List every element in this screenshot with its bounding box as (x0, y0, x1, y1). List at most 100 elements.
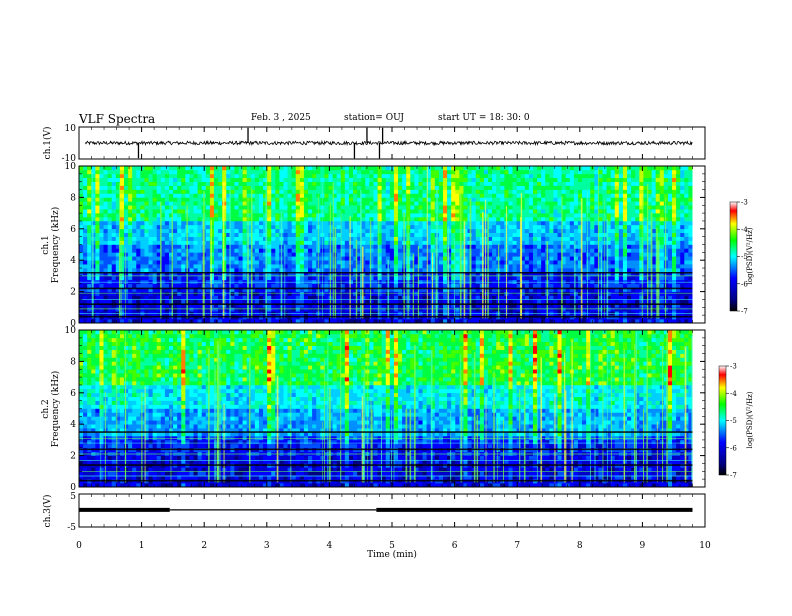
spectrogram-cell (112, 241, 116, 245)
spectrogram-cell (345, 201, 349, 205)
spectrogram-cell (104, 248, 108, 252)
spectrogram-cell (157, 197, 161, 201)
spectrogram-cell (635, 284, 639, 288)
spectrogram-cell (615, 229, 619, 233)
spectrogram-cell (631, 213, 635, 217)
spectrogram-cell (688, 201, 692, 205)
spectrogram-cell (529, 233, 533, 237)
spectrogram-cell (95, 221, 99, 225)
spectrogram-cell (455, 213, 459, 217)
spectrogram-cell (95, 217, 99, 221)
spectrogram-cell (283, 299, 287, 303)
spectrogram-cell (500, 284, 504, 288)
spectrogram-cell (635, 276, 639, 280)
spectrogram-cell (619, 213, 623, 217)
spectrogram-cell (189, 205, 193, 209)
spectrogram-cell (108, 233, 112, 237)
spectrogram-cell (553, 276, 557, 280)
spectrogram-cell (639, 299, 643, 303)
spectrogram-cell (271, 225, 275, 229)
spectrogram-cell (590, 276, 594, 280)
spectrogram-cell (124, 197, 128, 201)
spectrogram-cell (598, 264, 602, 268)
spectrogram-cell (451, 245, 455, 249)
spectrogram-cell (410, 299, 414, 303)
spectrogram-cell (688, 197, 692, 201)
spectrogram-cell (79, 276, 83, 280)
spectrogram-cell (423, 284, 427, 288)
spectrogram-cell (623, 237, 627, 241)
spectrogram-cell (324, 221, 328, 225)
spectrogram-cell (144, 201, 148, 205)
spectrogram-cell (529, 252, 533, 256)
spectrogram-cell (369, 233, 373, 237)
spectrogram-cell (345, 264, 349, 268)
spectrogram-cell (607, 205, 611, 209)
spectrogram-cell (570, 221, 574, 225)
spectrogram-cell (508, 233, 512, 237)
spectrogram-cell (194, 307, 198, 311)
spectrogram-cell (684, 292, 688, 296)
spectrogram-cell (513, 284, 517, 288)
spectrogram-cell (607, 193, 611, 197)
spectrogram-cell (218, 229, 222, 233)
spectrogram-cell (410, 307, 414, 311)
spectrogram-cell (545, 221, 549, 225)
spectrogram-cell (439, 260, 443, 264)
spectrogram-cell (688, 248, 692, 252)
spectrogram-cell (312, 248, 316, 252)
spectrogram-cell (382, 237, 386, 241)
spectrogram-cell (345, 221, 349, 225)
spectrogram-cell (394, 307, 398, 311)
spectrogram-cell (574, 201, 578, 205)
spectrogram-cell (676, 229, 680, 233)
spectrogram-cell (243, 205, 247, 209)
spectrogram-cell (541, 209, 545, 213)
spectrogram-cell (668, 299, 672, 303)
spectrogram-cell (95, 245, 99, 249)
spectrogram-cell (177, 307, 181, 311)
spectrogram-cell (472, 307, 476, 311)
spectrogram-cell (198, 193, 202, 197)
spectrogram-cell (680, 268, 684, 272)
spectrogram-cell (688, 252, 692, 256)
spectrogram-cell (541, 268, 545, 272)
spectrogram-cell (623, 307, 627, 311)
spectrogram-cell (234, 256, 238, 260)
spectrogram-cell (144, 292, 148, 296)
spectrogram-cell (300, 229, 304, 233)
spectrogram-cell (386, 193, 390, 197)
spectrogram-cell (198, 252, 202, 256)
spectrogram-cell (304, 209, 308, 213)
spectrogram-cell (267, 264, 271, 268)
spectrogram-cell (394, 248, 398, 252)
spectrogram-cell (169, 197, 173, 201)
spectrogram-cell (639, 213, 643, 217)
spectrogram-cell (283, 205, 287, 209)
spectrogram-cell (619, 292, 623, 296)
spectrogram-cell (124, 229, 128, 233)
spectrogram-cell (414, 193, 418, 197)
spectrogram-cell (476, 307, 480, 311)
spectrogram-cell (337, 213, 341, 217)
spectrogram-cell (418, 268, 422, 272)
spectrogram-cell (476, 205, 480, 209)
spectrogram-cell (243, 233, 247, 237)
spectrogram-cell (304, 245, 308, 249)
spectrogram-cell (508, 264, 512, 268)
spectrogram-cell (99, 209, 103, 213)
spectrogram-cell (124, 237, 128, 241)
spectrogram-cell (153, 299, 157, 303)
spectrogram-cell (488, 201, 492, 205)
spectrogram-cell (680, 264, 684, 268)
spectrogram-cell (308, 284, 312, 288)
spectrogram-cell (361, 193, 365, 197)
spectrogram-cell (165, 284, 169, 288)
spectrogram-cell (169, 190, 173, 194)
spectrogram-cell (410, 292, 414, 296)
spectrogram-cell (104, 190, 108, 194)
spectrogram-cell (353, 221, 357, 225)
spectrogram-cell (410, 225, 414, 229)
spectrogram-cell (181, 209, 185, 213)
spectrogram-cell (83, 260, 87, 264)
